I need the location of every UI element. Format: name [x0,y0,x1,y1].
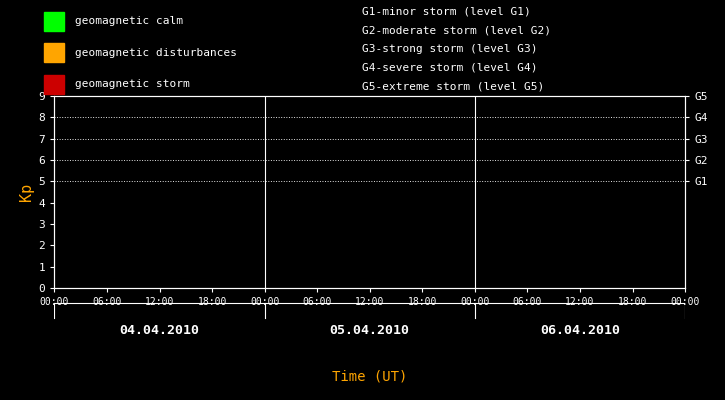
Text: G3-strong storm (level G3): G3-strong storm (level G3) [362,44,538,54]
Y-axis label: Kp: Kp [20,183,34,201]
Bar [44,12,64,31]
Bar [44,75,64,94]
Text: G5-extreme storm (level G5): G5-extreme storm (level G5) [362,81,544,91]
Text: geomagnetic storm: geomagnetic storm [75,80,189,90]
Text: 05.04.2010: 05.04.2010 [330,324,410,337]
Text: geomagnetic disturbances: geomagnetic disturbances [75,48,236,58]
Text: geomagnetic calm: geomagnetic calm [75,16,183,26]
Text: G4-severe storm (level G4): G4-severe storm (level G4) [362,63,538,73]
Text: 06.04.2010: 06.04.2010 [540,324,620,337]
Text: G2-moderate storm (level G2): G2-moderate storm (level G2) [362,25,552,35]
Text: Time (UT): Time (UT) [332,369,407,383]
Text: G1-minor storm (level G1): G1-minor storm (level G1) [362,6,531,16]
Bar [44,43,64,62]
Text: 04.04.2010: 04.04.2010 [120,324,199,337]
